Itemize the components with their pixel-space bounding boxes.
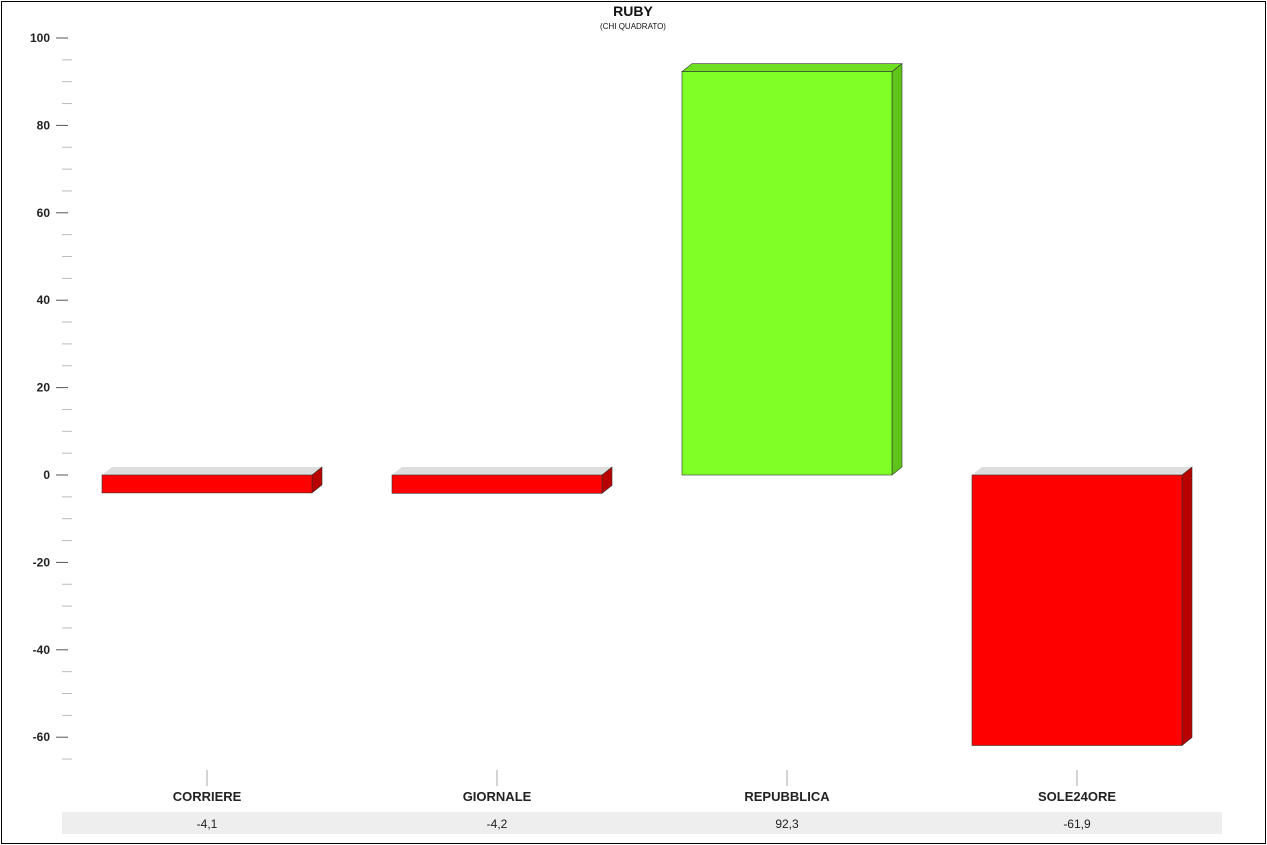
x-axis: CORRIERE GIORNALE REPUBBLICA SOLE24ORE xyxy=(173,770,1117,804)
y-tick-label: 100 xyxy=(30,31,50,45)
y-tick-label: 40 xyxy=(37,293,51,307)
zero-plate xyxy=(102,467,322,475)
value-row-background xyxy=(62,812,1222,834)
zero-plate xyxy=(972,467,1192,475)
zero-plate xyxy=(392,467,612,475)
category-label: REPUBBLICA xyxy=(744,789,830,804)
bar-front xyxy=(682,72,892,475)
bar-front xyxy=(102,475,312,493)
bars xyxy=(102,64,1192,746)
bar-sole24ore xyxy=(972,467,1192,746)
y-tick-label: -40 xyxy=(33,643,51,657)
category-label: SOLE24ORE xyxy=(1038,789,1116,804)
y-tick-label: -20 xyxy=(33,555,51,569)
category-label: GIORNALE xyxy=(463,789,532,804)
chart-subtitle: (CHI QUADRATO) xyxy=(600,22,666,31)
y-axis: 100 80 60 40 20 0 -20 -40 -60 xyxy=(30,31,72,759)
value-label: 92,3 xyxy=(775,817,799,831)
y-tick-label: -60 xyxy=(33,730,51,744)
value-label: -4,1 xyxy=(197,817,218,831)
bar-front xyxy=(392,475,602,493)
bar-side xyxy=(1182,467,1192,746)
y-tick-label: 60 xyxy=(37,206,51,220)
bar-side xyxy=(892,64,902,475)
bar-front xyxy=(972,475,1182,746)
category-label: CORRIERE xyxy=(173,789,242,804)
value-label: -61,9 xyxy=(1063,817,1091,831)
y-tick-label: 20 xyxy=(37,381,51,395)
chart-title: RUBY xyxy=(613,3,653,19)
y-tick-label: 80 xyxy=(37,118,51,132)
bar-repubblica xyxy=(682,64,902,475)
bar-top xyxy=(682,64,902,72)
y-tick-label: 0 xyxy=(43,468,50,482)
value-label: -4,2 xyxy=(487,817,508,831)
zero-plates xyxy=(102,467,1192,475)
